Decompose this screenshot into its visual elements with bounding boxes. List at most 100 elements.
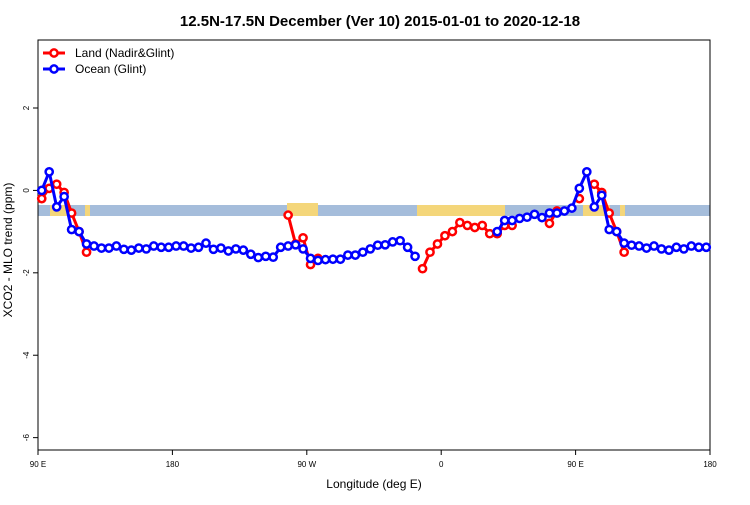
x-tick-label: 180: [703, 460, 717, 469]
data-point: [268, 252, 279, 263]
data-point: [425, 247, 435, 258]
data-point: [469, 222, 480, 233]
data-point: [163, 242, 174, 253]
data-point: [238, 245, 249, 256]
data-point: [133, 243, 144, 253]
data-point: [484, 228, 495, 239]
data-point: [231, 244, 241, 254]
data-point: [320, 254, 331, 265]
data-point: [96, 243, 107, 253]
data-point: [432, 239, 443, 249]
data-point: [81, 247, 92, 258]
x-tick-label: 90 E: [30, 460, 46, 469]
data-point: [395, 235, 405, 246]
data-point: [522, 212, 532, 223]
data-point: [649, 241, 659, 251]
data-point: [253, 252, 264, 263]
data-point: [36, 193, 47, 204]
ocean-strip: [38, 205, 710, 216]
data-point: [462, 220, 473, 231]
data-point: [619, 247, 629, 258]
data-point: [223, 246, 234, 256]
data-point: [59, 191, 69, 202]
data-point: [380, 239, 391, 250]
data-point: [126, 245, 137, 256]
y-tick-label: -4: [22, 351, 31, 359]
data-point: [567, 203, 577, 213]
data-point: [619, 238, 629, 248]
data-point: [245, 249, 256, 260]
data-point: [148, 241, 159, 251]
y-tick-label: 0: [22, 188, 31, 193]
data-point: [89, 241, 99, 251]
legend-label: Ocean (Glint): [75, 62, 146, 76]
data-point: [335, 254, 346, 265]
data-point: [581, 167, 592, 177]
data-point: [208, 244, 219, 255]
land-patch: [417, 205, 505, 216]
legend-label: Land (Nadir&Glint): [75, 46, 174, 60]
data-point: [365, 244, 376, 254]
data-point: [641, 243, 652, 253]
data-point: [544, 208, 555, 218]
data-point: [178, 241, 189, 251]
data-point: [492, 226, 503, 237]
data-point: [186, 243, 196, 253]
legend-marker: [49, 64, 59, 74]
data-point: [290, 239, 301, 250]
data-point: [51, 202, 62, 212]
data-point: [313, 255, 323, 266]
data-point: [216, 243, 226, 253]
x-tick-label: 0: [439, 460, 444, 469]
y-tick-label: -2: [22, 269, 31, 277]
data-point: [36, 185, 47, 196]
data-point: [574, 183, 585, 194]
data-point: [679, 244, 689, 254]
data-point: [305, 253, 316, 264]
data-point: [477, 220, 488, 231]
data-point: [44, 167, 55, 177]
data-point: [671, 242, 682, 253]
data-point: [656, 244, 667, 254]
data-point: [440, 230, 450, 241]
y-tick-label: -6: [22, 434, 31, 442]
data-point: [514, 213, 525, 224]
data-point: [51, 179, 62, 190]
x-tick-label: 180: [166, 460, 180, 469]
data-point: [193, 242, 204, 253]
legend: Land (Nadir&Glint) Ocean (Glint): [43, 46, 174, 76]
data-point: [559, 206, 570, 216]
data-point: [447, 226, 458, 237]
data-point: [372, 240, 383, 251]
data-point: [589, 202, 600, 212]
data-point: [387, 237, 398, 247]
data-point: [544, 218, 555, 229]
data-point: [283, 241, 293, 251]
data-point: [343, 250, 353, 260]
data-point: [537, 212, 547, 223]
data-point: [552, 208, 562, 218]
data-point: [410, 251, 420, 262]
data-point: [141, 244, 152, 254]
data-point: [686, 241, 697, 251]
data-point: [634, 241, 644, 251]
land-patch: [85, 205, 90, 216]
y-tick-label: 2: [22, 105, 31, 110]
data-point: [507, 215, 517, 226]
data-point: [357, 247, 368, 258]
data-point: [81, 239, 92, 249]
x-axis-label: Longitude (deg E): [326, 477, 421, 491]
data-point: [260, 251, 271, 262]
data-point: [529, 209, 540, 220]
data-point: [328, 254, 338, 265]
data-point: [693, 242, 704, 253]
legend-marker: [49, 48, 59, 58]
data-point: [455, 217, 465, 228]
data-point: [596, 190, 607, 201]
data-point: [350, 250, 361, 260]
land-patch: [620, 205, 625, 216]
land-patch: [287, 203, 318, 216]
data-point: [156, 242, 167, 253]
data-point: [104, 243, 114, 253]
